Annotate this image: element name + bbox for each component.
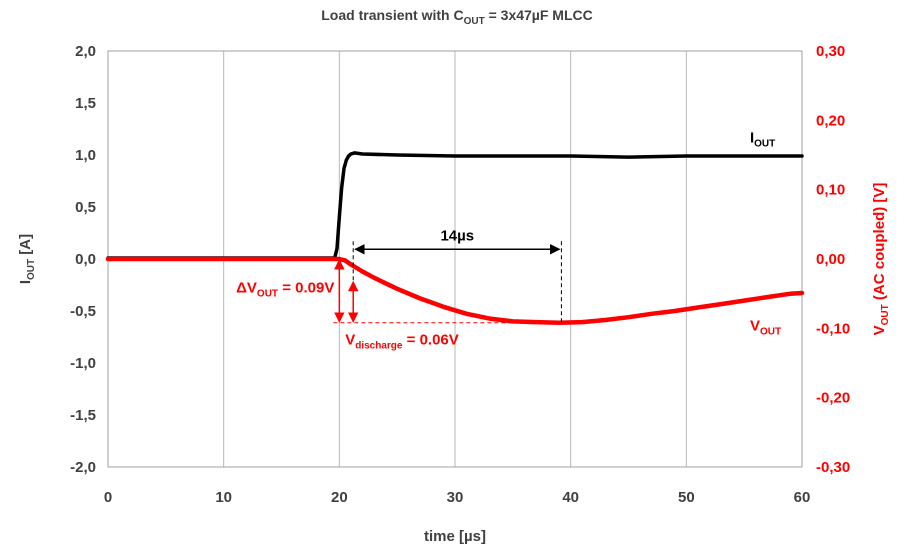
delta-v-label: ΔVOUT = 0.09V	[236, 279, 334, 299]
y-right-tick-label: -0,30	[816, 459, 850, 476]
y-right-tick-label: 0,10	[816, 182, 845, 199]
x-tick-label: 30	[447, 489, 464, 506]
x-tick-label: 50	[678, 489, 695, 506]
x-tick-label: 40	[562, 489, 579, 506]
vout-series-label: VOUT	[750, 317, 781, 337]
y-right-ticks: 0,30 0,20 0,10 0,00 -0,10 -0,20 -0,30	[816, 43, 850, 476]
y-left-tick-label: 0,5	[75, 199, 96, 216]
x-tick-label: 60	[794, 489, 811, 506]
x-axis-title: time [µs]	[424, 528, 486, 545]
y-right-tick-label: 0,30	[816, 43, 845, 60]
x-tick-label: 0	[104, 489, 112, 506]
y-left-ticks: 2,0 1,5 1,0 0,5 0,0 -0,5 -1,0 -1,5 -2,0	[70, 43, 96, 476]
x-tick-label: 20	[331, 489, 348, 506]
y-right-tick-label: -0,10	[816, 320, 850, 337]
annotations: 14µs ΔVOUT = 0.09V Vdischarge = 0.06V IO…	[236, 130, 781, 352]
y-left-tick-label: 1,5	[75, 95, 96, 112]
y-left-tick-label: 0,0	[75, 251, 96, 268]
x-tick-label: 10	[215, 489, 232, 506]
y-axis-title-left: IOUT [A]	[17, 234, 37, 284]
iout-series-label: IOUT	[750, 130, 775, 150]
delta-t-label: 14µs	[440, 227, 474, 244]
chart-title: Load transient with COUT = 3x47µF MLCC	[321, 7, 593, 27]
y-left-tick-label: 2,0	[75, 43, 96, 60]
y-right-tick-label: 0,20	[816, 112, 845, 129]
y-left-tick-label: -1,0	[70, 355, 96, 372]
y-right-tick-label: 0,00	[816, 251, 845, 268]
x-ticks: 0 10 20 30 40 50 60	[104, 489, 811, 506]
y-left-tick-label: 1,0	[75, 147, 96, 164]
y-right-tick-label: -0,20	[816, 390, 850, 407]
discharge-label: Vdischarge = 0.06V	[345, 331, 459, 351]
y-left-tick-label: -1,5	[70, 407, 96, 424]
y-axis-title-right: VOUT (AC coupled) [V]	[871, 183, 891, 336]
y-left-tick-label: -0,5	[70, 303, 96, 320]
y-left-tick-label: -2,0	[70, 459, 96, 476]
